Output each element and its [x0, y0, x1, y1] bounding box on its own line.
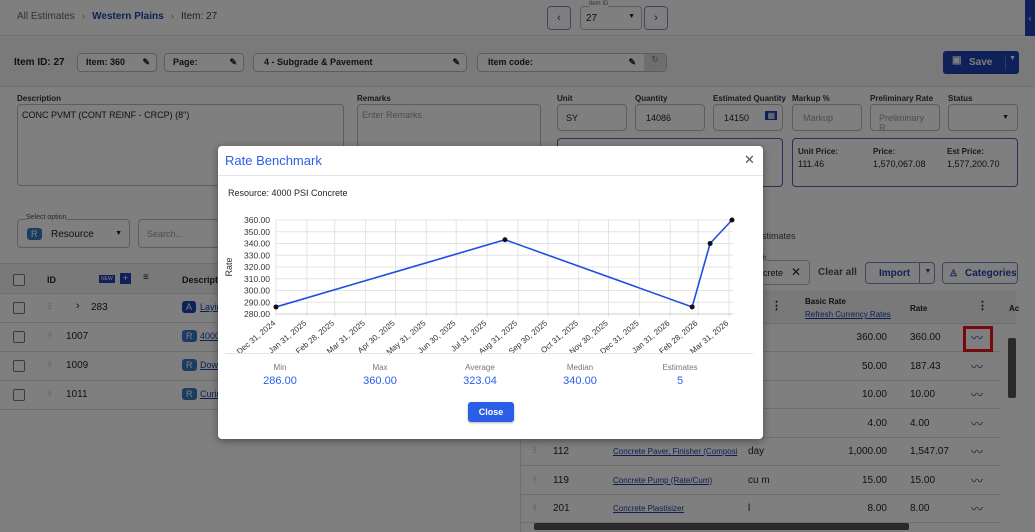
divider	[218, 175, 763, 176]
rate-benchmark-modal: Rate Benchmark ✕ Resource: 4000 PSI Conc…	[218, 146, 763, 439]
stat-label: Max	[372, 363, 388, 372]
y-tick-label: 350.00	[244, 227, 270, 237]
modal-title: Rate Benchmark	[225, 153, 322, 168]
stat-label: Estimates	[662, 363, 698, 372]
resource-name: Resource: 4000 PSI Concrete	[228, 188, 348, 198]
y-tick-label: 320.00	[244, 262, 270, 272]
y-tick-label: 290.00	[244, 297, 270, 307]
stat-estimates: Estimates 5	[630, 363, 730, 387]
stat-average: Average 323.04	[430, 363, 530, 387]
stat-min: Min 286.00	[230, 363, 330, 387]
stat-median: Median 340.00	[530, 363, 630, 387]
close-button[interactable]: Close	[468, 402, 514, 422]
y-tick-label: 340.00	[244, 239, 270, 249]
data-point	[729, 217, 735, 223]
stat-value: 286.00	[263, 375, 297, 387]
data-point	[273, 304, 279, 310]
series-line	[275, 219, 733, 308]
stat-max: Max 360.00	[330, 363, 430, 387]
data-point	[689, 304, 695, 310]
stat-value: 323.04	[463, 375, 497, 387]
y-tick-label: 330.00	[244, 250, 270, 260]
y-axis-label: Rate	[224, 257, 234, 276]
stat-value: 5	[676, 375, 684, 387]
divider	[225, 353, 753, 354]
close-icon[interactable]: ✕	[744, 152, 755, 167]
data-point	[707, 241, 713, 246]
y-tick-label: 280.00	[244, 309, 270, 319]
stat-label: Average	[465, 363, 495, 372]
stat-label: Min	[273, 363, 287, 372]
close-label: Close	[478, 407, 504, 417]
y-tick-label: 360.00	[244, 215, 270, 225]
stat-value: 360.00	[363, 375, 397, 387]
y-tick-label: 310.00	[244, 274, 270, 284]
data-point	[502, 237, 508, 243]
stat-label: Median	[566, 363, 594, 372]
stat-value: 340.00	[563, 375, 597, 387]
y-tick-label: 300.00	[244, 286, 270, 296]
